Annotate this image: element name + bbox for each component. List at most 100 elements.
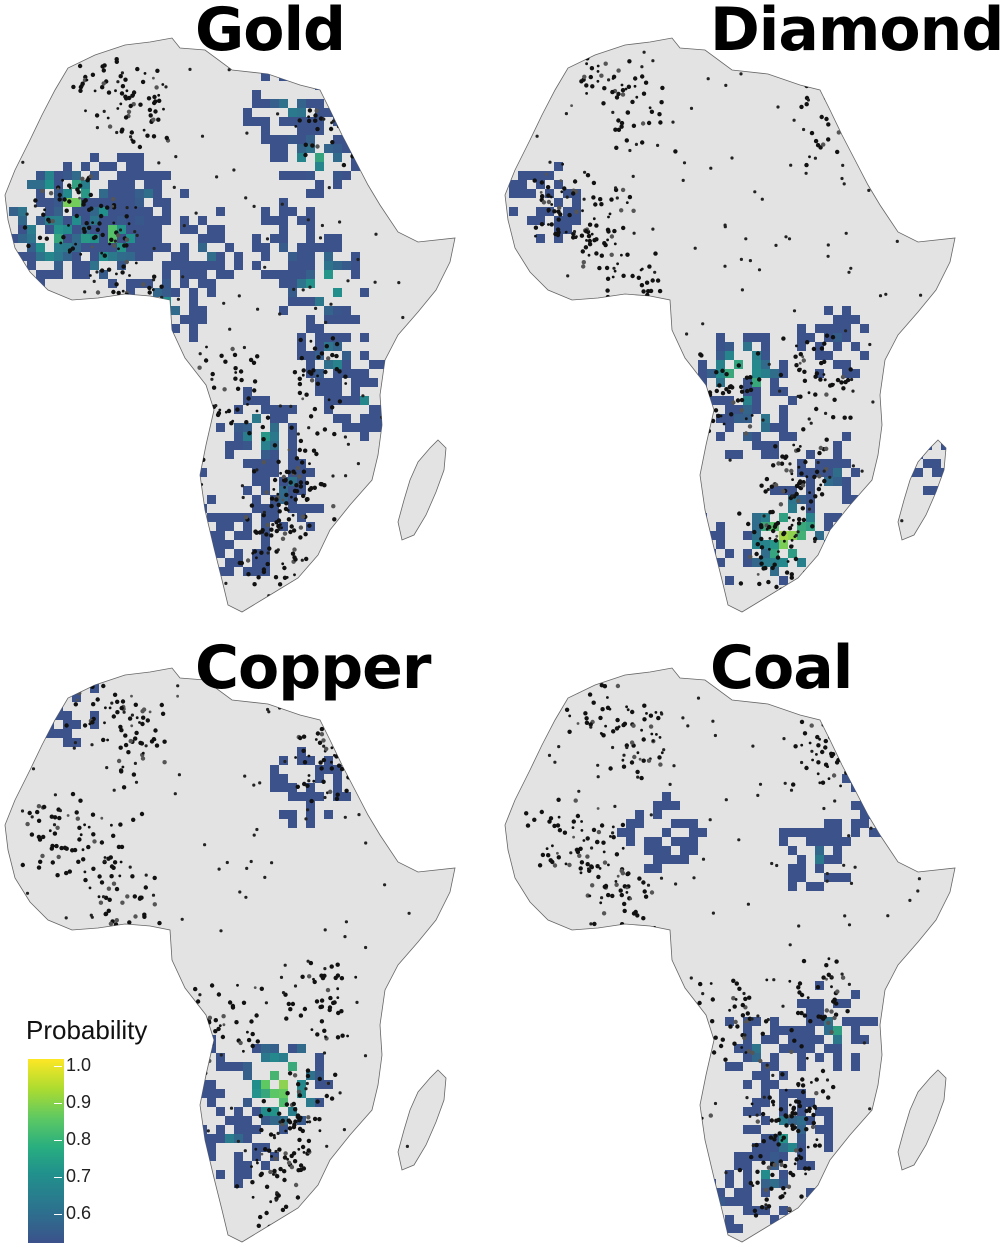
mine-dot xyxy=(81,857,86,862)
mine-dot xyxy=(633,76,638,81)
mine-dot xyxy=(811,1112,816,1118)
mine-dot xyxy=(739,72,743,76)
probability-cell xyxy=(833,450,842,459)
mine-dot xyxy=(801,427,806,432)
probability-cell xyxy=(833,819,842,828)
probability-cell xyxy=(779,432,788,441)
probability-cell xyxy=(680,1206,689,1215)
mine-dot xyxy=(758,782,763,786)
mine-dot xyxy=(625,891,629,894)
probability-cell xyxy=(90,243,99,252)
mine-dot xyxy=(621,225,626,231)
mine-dot xyxy=(80,45,85,50)
probability-cell xyxy=(932,486,941,495)
mine-dot xyxy=(638,354,642,358)
mine-dot xyxy=(648,724,654,729)
mine-dot xyxy=(567,212,572,218)
probability-cell xyxy=(144,252,153,261)
probability-cell xyxy=(707,585,716,594)
mine-dot xyxy=(66,814,70,817)
probability-cell xyxy=(45,675,54,684)
mine-dot xyxy=(552,863,558,868)
mine-dot xyxy=(757,268,762,272)
probability-cell xyxy=(144,306,153,315)
mine-dot xyxy=(913,389,917,393)
probability-cell xyxy=(788,1044,797,1053)
mine-dot xyxy=(609,197,614,202)
mine-dot xyxy=(829,96,834,102)
mine-dot xyxy=(340,1033,345,1038)
probability-cell xyxy=(824,1044,833,1053)
probability-cell xyxy=(261,549,270,558)
probability-cell xyxy=(117,207,126,216)
probability-cell xyxy=(941,441,950,450)
mine-dot xyxy=(711,911,715,915)
mine-dot xyxy=(176,684,180,688)
mine-dot xyxy=(782,737,786,741)
probability-cell xyxy=(716,369,725,378)
probability-cell xyxy=(788,1143,797,1152)
probability-cell xyxy=(761,450,770,459)
probability-cell xyxy=(306,279,315,288)
probability-cell xyxy=(198,1125,207,1134)
probability-cell xyxy=(297,108,306,117)
mine-dot xyxy=(255,409,259,413)
mine-dot xyxy=(360,717,364,721)
mine-dot xyxy=(615,316,619,319)
mine-dot xyxy=(658,1104,663,1110)
probability-cell xyxy=(689,378,698,387)
mine-dot xyxy=(302,597,308,603)
mine-dot xyxy=(671,418,674,421)
mine-dot xyxy=(152,278,156,282)
mine-dot xyxy=(276,1193,281,1198)
mine-dot xyxy=(309,339,313,343)
mine-dot xyxy=(73,741,77,745)
probability-cell xyxy=(851,828,860,837)
probability-cell xyxy=(761,441,770,450)
mine-dot xyxy=(653,402,657,406)
mine-dot xyxy=(768,537,772,540)
mine-dot xyxy=(56,187,60,191)
probability-cell xyxy=(869,783,878,792)
mine-dot xyxy=(85,78,89,82)
mine-dot xyxy=(294,483,299,488)
mine-dot xyxy=(120,669,126,674)
mine-dot xyxy=(689,106,694,110)
probability-cell xyxy=(297,297,306,306)
probability-cell xyxy=(234,531,243,540)
probability-cell xyxy=(387,369,396,378)
mine-dot xyxy=(804,171,808,175)
mine-dot xyxy=(709,982,713,985)
mine-dot xyxy=(619,668,622,671)
probability-cell xyxy=(833,342,842,351)
mine-dot xyxy=(324,746,329,752)
probability-cell xyxy=(189,450,198,459)
mine-dot xyxy=(283,1151,288,1156)
mine-dot xyxy=(307,369,312,375)
probability-cell xyxy=(252,1152,261,1161)
mine-dot xyxy=(33,204,38,208)
mine-dot xyxy=(99,840,105,845)
mine-dot xyxy=(118,74,123,79)
mine-dot xyxy=(128,944,133,949)
mine-dot xyxy=(129,135,133,139)
probability-cell xyxy=(252,558,261,567)
mine-dot xyxy=(800,506,805,511)
mine-dot xyxy=(330,746,334,750)
mine-dot xyxy=(737,1167,743,1173)
probability-cell xyxy=(36,243,45,252)
mine-dot xyxy=(619,300,624,305)
mine-dot xyxy=(251,1195,255,1199)
probability-cell xyxy=(180,261,189,270)
mine-dot xyxy=(385,785,389,789)
probability-cell xyxy=(243,531,252,540)
probability-cell xyxy=(342,333,351,342)
probability-cell xyxy=(72,252,81,261)
probability-cell xyxy=(216,1134,225,1143)
mine-dot xyxy=(157,93,161,97)
panel-title-coal: Coal xyxy=(710,633,853,703)
mine-dot xyxy=(557,205,562,210)
mine-dot xyxy=(83,44,89,50)
mine-dot xyxy=(849,266,853,270)
probability-cell xyxy=(324,360,333,369)
